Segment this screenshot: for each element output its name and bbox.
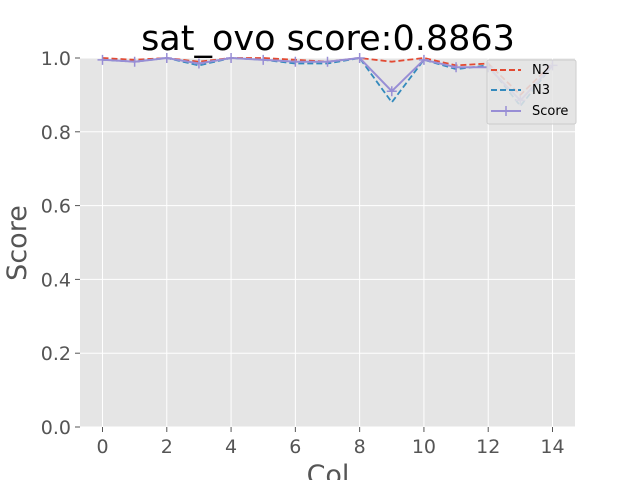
x-tick-label: 0	[96, 436, 108, 458]
data-point-score	[193, 58, 204, 69]
legend-label-score: Score	[532, 104, 568, 119]
data-point-score	[354, 53, 365, 63]
data-point-score	[290, 56, 301, 67]
x-tick-label: 8	[354, 436, 366, 458]
y-tick-label: 0.8	[41, 122, 71, 144]
data-point-score	[226, 53, 237, 63]
grid-lines	[80, 57, 575, 428]
data-point-score	[451, 62, 462, 73]
chart-title: sat_ovo score:0.8863	[141, 19, 515, 59]
y-tick-label: 0.2	[41, 343, 71, 365]
x-tick-label: 4	[225, 436, 237, 458]
legend-label-n3: N3	[532, 83, 550, 98]
y-tick-label: 1.0	[41, 48, 71, 70]
x-axis-label: Col	[307, 460, 350, 480]
data-point-score	[386, 86, 397, 97]
legend-box	[486, 59, 577, 125]
x-tick-label: 6	[289, 436, 301, 458]
data-point-score	[322, 56, 333, 67]
data-point-score	[97, 54, 108, 65]
legend-label-n2: N2	[532, 63, 550, 78]
x-tick-label: 12	[476, 436, 500, 458]
x-tick-label: 2	[161, 436, 173, 458]
data-point-score	[161, 53, 172, 63]
data-point-score	[258, 54, 269, 65]
data-point-score	[129, 56, 140, 67]
y-tick-label: 0.6	[41, 196, 71, 218]
y-axis-ticks: 0.0 0.2 0.4 0.6 0.8 1.0	[41, 48, 80, 439]
y-tick-label: 0.0	[41, 417, 71, 439]
legend: N2 N3 Score	[486, 59, 577, 125]
legend-marker-score	[501, 106, 511, 116]
x-axis-ticks: 0 2 4 6 8 10 12 14	[96, 427, 565, 458]
x-tick-label: 10	[412, 436, 436, 458]
y-axis-label: Score	[2, 205, 33, 281]
x-tick-label: 14	[540, 436, 564, 458]
y-tick-label: 0.4	[41, 269, 71, 291]
data-point-score	[418, 54, 429, 65]
